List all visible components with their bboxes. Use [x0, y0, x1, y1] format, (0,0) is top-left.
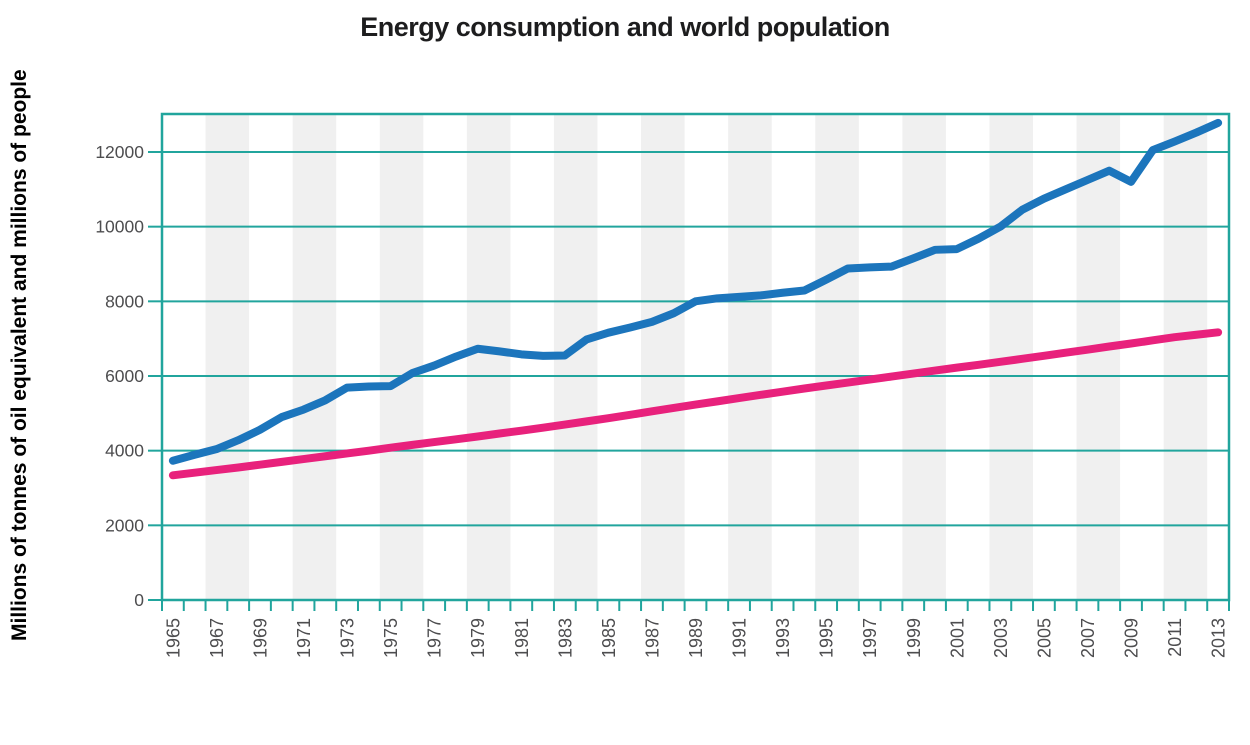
- x-tick-label: 1971: [294, 618, 314, 658]
- plot-band: [728, 114, 772, 600]
- y-tick-label: 10000: [95, 217, 144, 237]
- x-tick-label: 1999: [904, 618, 924, 658]
- x-tick-label: 1967: [207, 618, 227, 658]
- plot-band: [815, 114, 859, 600]
- x-tick-label: 1979: [468, 618, 488, 658]
- series-line-population: [168, 328, 1223, 480]
- x-tick-label: 2001: [947, 618, 967, 658]
- x-tick-label: 1987: [642, 618, 662, 658]
- x-tick-label: 2013: [1209, 618, 1229, 658]
- plot-band: [292, 114, 337, 600]
- x-tick-label: 2003: [991, 618, 1011, 658]
- x-tick-label: 1965: [163, 618, 183, 658]
- series-line-consumption-of-energy: [168, 118, 1223, 465]
- y-tick-label: 12000: [95, 142, 144, 162]
- plot-band: [466, 114, 511, 600]
- x-tick-label: 2005: [1034, 618, 1054, 658]
- plot-border: [160, 112, 1231, 602]
- plot-band: [1076, 114, 1121, 600]
- plot-area: 0 2000 4000 6000 8000 10000 12000 1965 1967 1969 1…: [95, 112, 1231, 658]
- x-tick-label: 1981: [512, 618, 532, 658]
- x-tick-label: 1989: [686, 618, 706, 658]
- legend: Consumption of energy Population: [0, 700, 1250, 745]
- x-tick-label: 1995: [817, 618, 837, 658]
- x-tick-label: 1997: [860, 618, 880, 658]
- plot-band: [205, 114, 250, 600]
- x-tick-label: 1973: [338, 618, 358, 658]
- x-tick-label: 1985: [599, 618, 619, 658]
- chart-title: Energy consumption and world population: [360, 12, 890, 42]
- plot-band: [902, 114, 946, 600]
- plot-band: [379, 114, 424, 600]
- x-tick-label: 1969: [250, 618, 270, 658]
- x-tick-label: 2009: [1122, 618, 1142, 658]
- y-tick-label: 2000: [105, 515, 144, 535]
- x-tick-label: 1975: [381, 618, 401, 658]
- x-tick-label: 1977: [425, 618, 445, 658]
- y-tick-label: 8000: [105, 291, 144, 311]
- y-tick-label: 4000: [105, 441, 144, 461]
- plot-band: [1163, 114, 1208, 600]
- x-tick-label: 2011: [1165, 618, 1185, 657]
- y-tick-label: 0: [134, 590, 144, 610]
- x-tick-label: 1993: [773, 618, 793, 658]
- plot-band: [641, 114, 685, 600]
- x-tick-label: 2007: [1078, 618, 1098, 658]
- x-tick-label: 1991: [730, 618, 750, 658]
- y-tick-label: 6000: [105, 366, 144, 386]
- x-tick-label: 1983: [555, 618, 575, 658]
